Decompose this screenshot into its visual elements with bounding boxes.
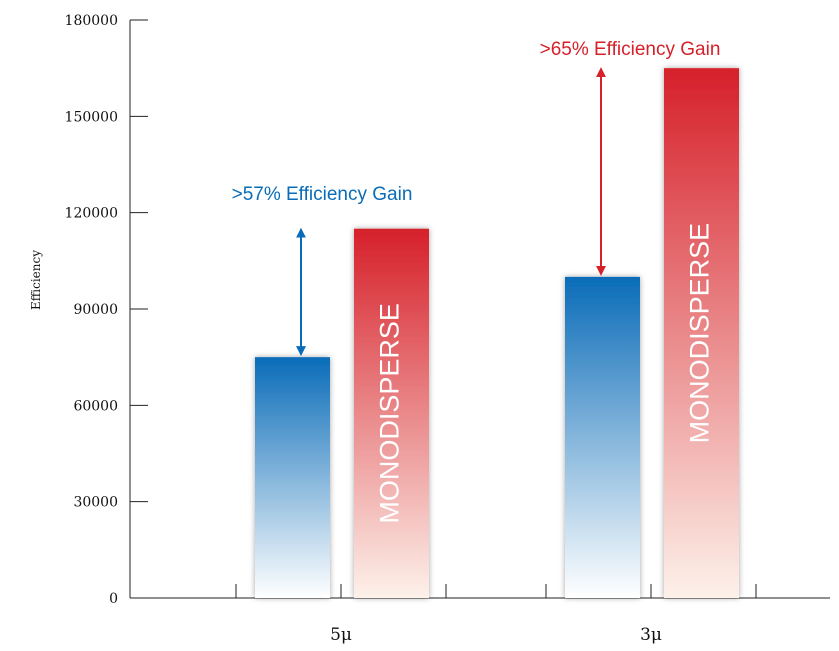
bar-label-monodisperse: MONODISPERSE [685, 223, 715, 444]
annotations: >57% Efficiency Gain >65% Efficiency Gain [232, 39, 721, 357]
y-axis: 0 30000 60000 90000 120000 150000 180000 [65, 13, 148, 607]
y-tick-label: 120000 [65, 206, 118, 222]
bar-label-monodisperse: MONODISPERSE [375, 303, 405, 524]
bar [255, 357, 330, 598]
gain-annotation: >57% Efficiency Gain [232, 184, 413, 205]
y-tick-label: 30000 [73, 495, 118, 511]
x-tick-label: 3μ [640, 625, 662, 645]
y-axis-label: Efficiency [29, 250, 43, 310]
y-tick-label: 90000 [73, 302, 118, 318]
bar [565, 276, 640, 598]
bars: MONODISPERSE MONODISPERSE [255, 68, 739, 598]
bar [354, 228, 429, 598]
gain-annotation: >65% Efficiency Gain [540, 39, 721, 60]
bar [664, 68, 739, 598]
x-tick-label: 5μ [330, 625, 352, 645]
y-tick-label: 150000 [65, 109, 118, 125]
y-tick-label: 0 [109, 591, 118, 607]
y-tick-label: 180000 [65, 13, 118, 29]
y-tick-label: 60000 [73, 398, 118, 414]
